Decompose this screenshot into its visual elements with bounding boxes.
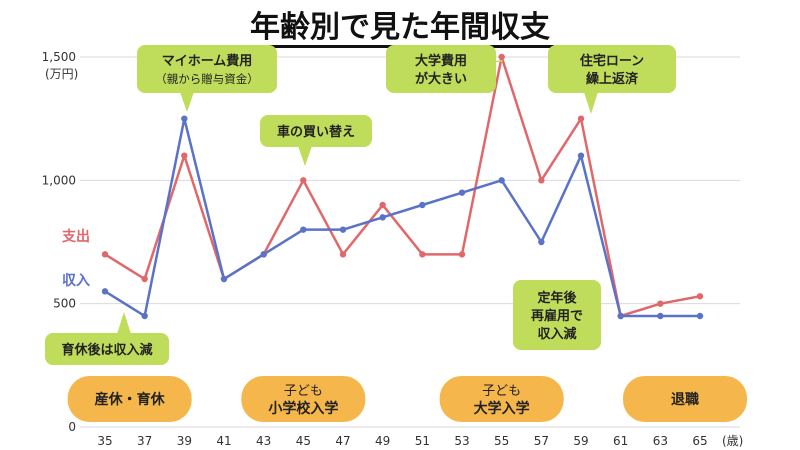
callout-tail bbox=[584, 92, 598, 114]
data-point bbox=[181, 152, 188, 159]
x-tick-label: 49 bbox=[375, 434, 390, 448]
x-tick-label: 43 bbox=[256, 434, 271, 448]
data-point bbox=[220, 275, 228, 283]
x-tick-label: 55 bbox=[494, 434, 509, 448]
y-tick-label: 500 bbox=[53, 297, 76, 311]
x-axis-unit: (歳) bbox=[722, 434, 743, 448]
data-point bbox=[657, 312, 664, 320]
event-label: 産休・育休 bbox=[95, 391, 166, 408]
data-point bbox=[498, 53, 505, 61]
data-point bbox=[419, 251, 426, 258]
y-tick-label: 0 bbox=[68, 420, 76, 434]
data-point bbox=[300, 226, 307, 233]
chart-title-text: 年齢別で見た年間収支 bbox=[246, 10, 554, 48]
data-point bbox=[141, 275, 148, 283]
y-tick-label: 1,000 bbox=[42, 173, 76, 187]
callout-box bbox=[548, 45, 676, 93]
x-tick-label: 65 bbox=[692, 434, 707, 448]
event-label: 退職 bbox=[671, 391, 699, 408]
callout-box bbox=[260, 115, 372, 147]
callout-text: 育休後は収入減 bbox=[61, 342, 152, 358]
data-point bbox=[577, 115, 585, 122]
data-point bbox=[339, 226, 347, 233]
callout-text: が大きい bbox=[415, 71, 467, 87]
data-point bbox=[101, 251, 109, 258]
x-tick-label: 59 bbox=[573, 434, 588, 448]
event-pill bbox=[241, 376, 366, 422]
data-point bbox=[339, 251, 347, 258]
data-point bbox=[260, 251, 267, 258]
data-point bbox=[458, 189, 466, 196]
callout-text: 大学費用 bbox=[415, 53, 467, 69]
callout-tail bbox=[117, 312, 131, 334]
y-tick-label: 1,500 bbox=[42, 50, 76, 64]
data-point bbox=[538, 177, 545, 184]
event-pill bbox=[439, 376, 564, 422]
x-tick-label: 35 bbox=[97, 434, 112, 448]
callout-tail bbox=[298, 146, 312, 166]
x-tick-label: 45 bbox=[296, 434, 311, 448]
data-point bbox=[458, 251, 466, 258]
series-line bbox=[104, 55, 701, 318]
data-point bbox=[379, 214, 386, 221]
callout-text: 再雇用で bbox=[531, 308, 583, 324]
event-pill bbox=[623, 376, 747, 422]
x-tick-label: 47 bbox=[335, 434, 350, 448]
data-point bbox=[657, 300, 664, 307]
callout-text: 車の買い替え bbox=[277, 124, 355, 140]
x-tick-label: 53 bbox=[454, 434, 469, 448]
series-line bbox=[104, 117, 700, 318]
event-label: 小学校入学 bbox=[268, 400, 338, 417]
callout-text: 定年後 bbox=[536, 290, 577, 306]
data-point bbox=[379, 201, 386, 209]
data-point bbox=[419, 201, 426, 209]
event-pill bbox=[67, 376, 192, 422]
event-label: 子ども bbox=[482, 384, 521, 399]
x-tick-label: 63 bbox=[653, 434, 668, 448]
data-point bbox=[141, 312, 148, 320]
data-point bbox=[696, 312, 704, 320]
callout-text: 繰上返済 bbox=[586, 71, 639, 87]
data-point bbox=[300, 177, 307, 184]
event-label: 子ども bbox=[284, 384, 323, 399]
callout-box bbox=[386, 45, 496, 93]
callout-text: 住宅ローン bbox=[580, 53, 644, 69]
y-axis-unit: (万円) bbox=[45, 67, 78, 81]
callout-text: 収入減 bbox=[537, 326, 576, 342]
data-point bbox=[617, 312, 624, 320]
callout-text: マイホーム費用 bbox=[162, 53, 253, 69]
data-point bbox=[538, 238, 545, 246]
callout-text: （親から贈与資金） bbox=[155, 72, 259, 86]
x-tick-label: 57 bbox=[534, 434, 549, 448]
data-point bbox=[498, 177, 505, 184]
chart-title: 年齢別で見た年間収支 bbox=[0, 2, 800, 48]
series-label: 収入 bbox=[62, 272, 90, 289]
x-tick-label: 37 bbox=[137, 434, 152, 448]
x-tick-label: 39 bbox=[177, 434, 192, 448]
data-point bbox=[181, 115, 188, 122]
callout-box bbox=[45, 333, 169, 365]
data-point bbox=[577, 152, 585, 159]
event-label: 大学入学 bbox=[474, 400, 530, 417]
data-point bbox=[101, 288, 109, 295]
x-tick-label: 61 bbox=[613, 434, 628, 448]
x-tick-label: 41 bbox=[216, 434, 231, 448]
callout-box bbox=[137, 45, 277, 93]
x-tick-label: 51 bbox=[415, 434, 430, 448]
callout-tail bbox=[180, 92, 194, 112]
callout-box bbox=[513, 280, 601, 350]
data-point bbox=[696, 293, 704, 300]
series-label: 支出 bbox=[61, 228, 90, 245]
